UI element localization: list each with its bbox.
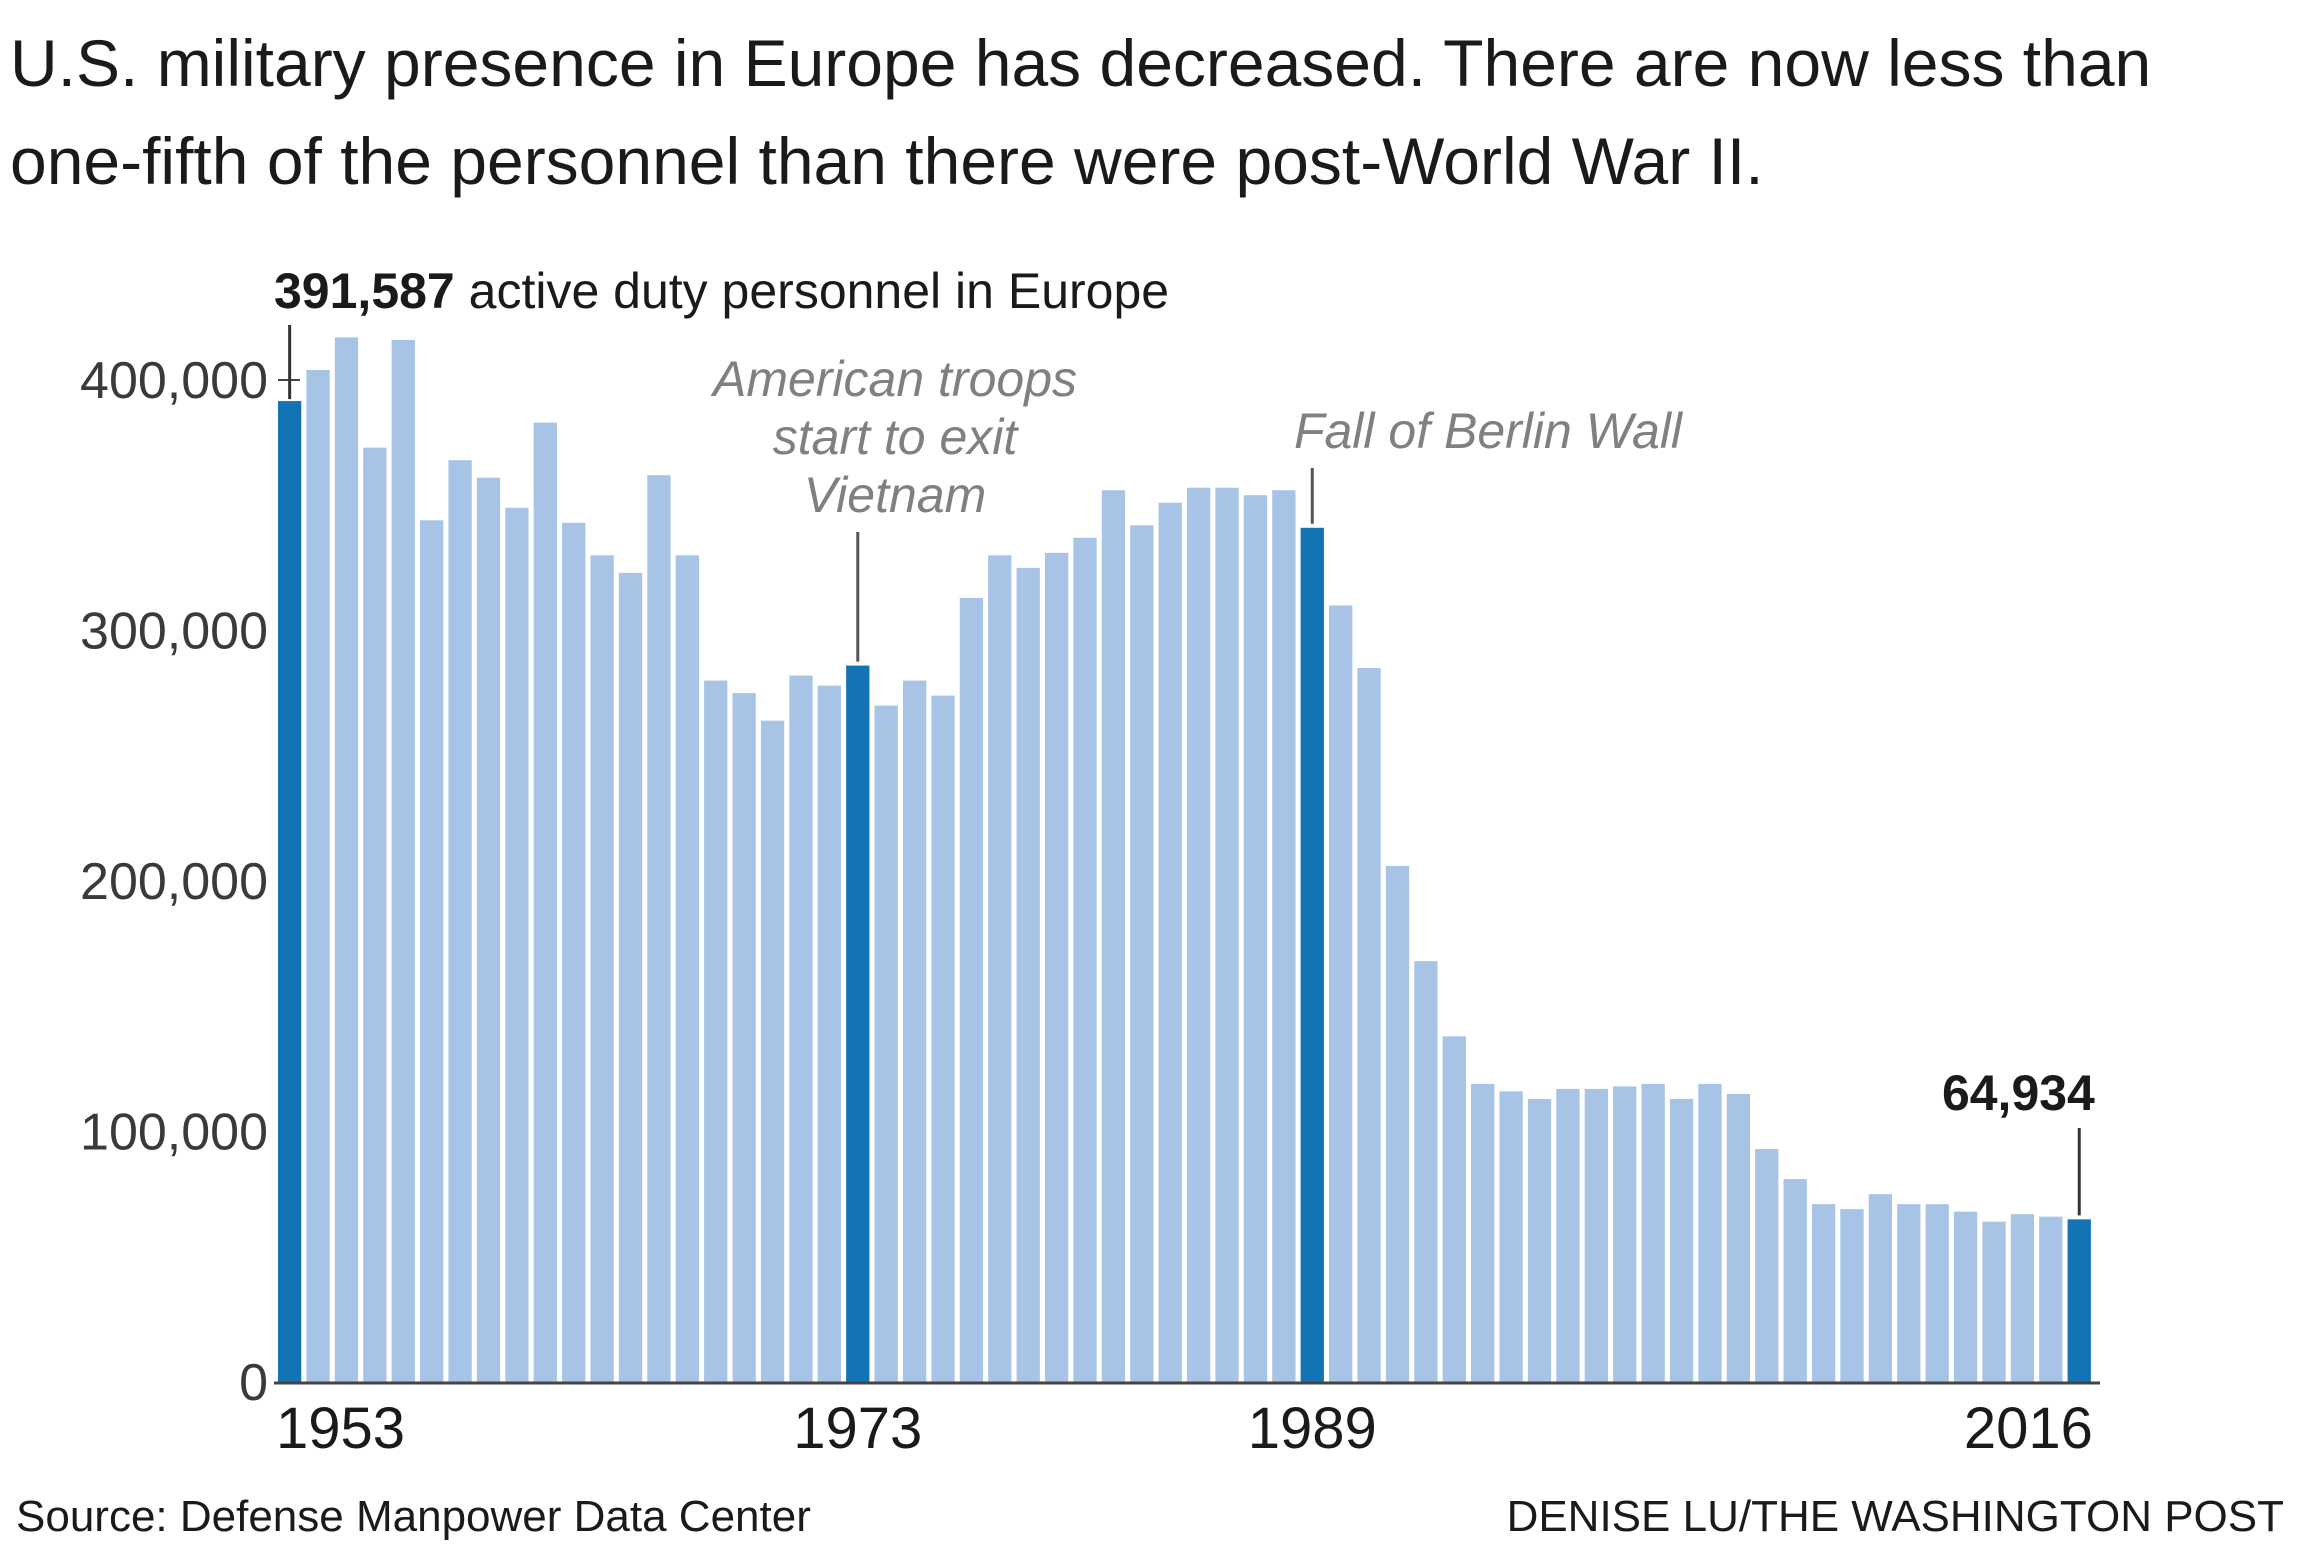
- bar-2002: [1669, 1098, 1694, 1382]
- bar-1966: [647, 475, 671, 1382]
- y-tick-label: 200,000: [80, 853, 268, 911]
- bar-1957: [391, 339, 415, 1382]
- bar-1984: [1158, 502, 1182, 1382]
- bar-1988: [1272, 490, 1296, 1383]
- bar-1955: [334, 337, 359, 1382]
- bar-2006: [1783, 1179, 1807, 1382]
- bar-1996: [1499, 1091, 1523, 1382]
- bar-2008: [1840, 1209, 1864, 1382]
- y-tick-label: 100,000: [80, 1104, 268, 1162]
- x-tick-label-2016: 2016: [1964, 1396, 2093, 1461]
- bar-2015: [2039, 1216, 2063, 1382]
- bar-1969: [732, 693, 756, 1382]
- bar-2000: [1613, 1086, 1637, 1382]
- bar-1953: [278, 401, 302, 1382]
- bar-1965: [618, 572, 643, 1382]
- x-tick-label-1953: 1953: [276, 1396, 405, 1461]
- bar-1972: [817, 685, 842, 1382]
- bar-2009: [1868, 1194, 1893, 1382]
- bar-1987: [1243, 495, 1268, 1383]
- bar-2001: [1641, 1083, 1665, 1382]
- bar-1968: [704, 680, 728, 1382]
- bar-1999: [1584, 1088, 1608, 1382]
- bar-1981: [1073, 537, 1097, 1382]
- bar-1997: [1527, 1098, 1552, 1382]
- y-axis: 0 100,000 200,000 300,000 400,000: [80, 352, 300, 1412]
- x-axis: 1953 1973 1989 2016: [276, 1396, 2093, 1461]
- bar-1964: [590, 555, 614, 1382]
- y-tick-label: 0: [239, 1354, 268, 1412]
- bar-1992: [1385, 865, 1410, 1382]
- bar-1971: [789, 675, 813, 1382]
- bar-1954: [306, 369, 330, 1383]
- bar-2005: [1755, 1149, 1779, 1382]
- annotation-1989: Fall of Berlin Wall: [1294, 403, 1684, 459]
- bar-2007: [1811, 1204, 1836, 1382]
- bar-1993: [1414, 961, 1438, 1382]
- bar-2010: [1897, 1204, 1921, 1382]
- credit-line: DENISE LU/THE WASHINGTON POST: [1506, 1492, 2284, 1541]
- bar-1961: [505, 507, 529, 1382]
- bar-1983: [1130, 525, 1154, 1382]
- bar-1978: [988, 555, 1012, 1382]
- bar-1989: [1300, 527, 1324, 1382]
- annotation-1973: American troops start to exit Vietnam: [710, 351, 1077, 523]
- bar-1967: [675, 555, 699, 1382]
- bar-1956: [363, 447, 387, 1382]
- bar-2013: [1982, 1221, 2006, 1382]
- bar-1977: [959, 597, 984, 1382]
- bar-2012: [1953, 1211, 1978, 1382]
- bar-1995: [1471, 1083, 1495, 1382]
- bar-1998: [1556, 1088, 1580, 1382]
- y-tick-label: 300,000: [80, 603, 268, 661]
- bar-1976: [931, 695, 955, 1382]
- bars: [278, 337, 2091, 1383]
- bar-1960: [476, 477, 501, 1382]
- bar-1975: [902, 680, 927, 1382]
- annotations: 391,587 active duty personnel in Europe A…: [274, 263, 2095, 1216]
- bar-2016: [2067, 1219, 2091, 1382]
- bar-1963: [562, 522, 586, 1382]
- y-tick-label: 400,000: [80, 352, 268, 410]
- bar-1982: [1101, 490, 1126, 1383]
- bar-1980: [1044, 552, 1069, 1382]
- bar-1979: [1016, 567, 1040, 1382]
- source-note: Source: Defense Manpower Data Center: [16, 1492, 811, 1541]
- bar-2004: [1726, 1093, 1751, 1382]
- bar-1958: [420, 520, 444, 1382]
- bar-2003: [1698, 1083, 1722, 1382]
- chart-title: U.S. military presence in Europe has dec…: [10, 26, 2152, 198]
- x-tick-label-1973: 1973: [793, 1396, 922, 1461]
- bar-1990: [1329, 605, 1353, 1382]
- bar-1973: [846, 665, 870, 1382]
- bar-1986: [1215, 487, 1239, 1383]
- bar-1991: [1357, 668, 1381, 1382]
- bar-1970: [760, 720, 785, 1382]
- bar-1994: [1442, 1036, 1466, 1382]
- annotation-1953: 391,587 active duty personnel in Europe: [274, 263, 1169, 319]
- bar-2014: [2010, 1214, 2035, 1382]
- bar-1959: [448, 460, 472, 1382]
- annotation-2016: 64,934: [1942, 1065, 2095, 1121]
- bar-1985: [1187, 487, 1211, 1383]
- x-tick-label-1989: 1989: [1248, 1396, 1377, 1461]
- bar-1974: [874, 705, 898, 1382]
- bar-1962: [533, 422, 557, 1383]
- bar-2011: [1925, 1204, 1949, 1382]
